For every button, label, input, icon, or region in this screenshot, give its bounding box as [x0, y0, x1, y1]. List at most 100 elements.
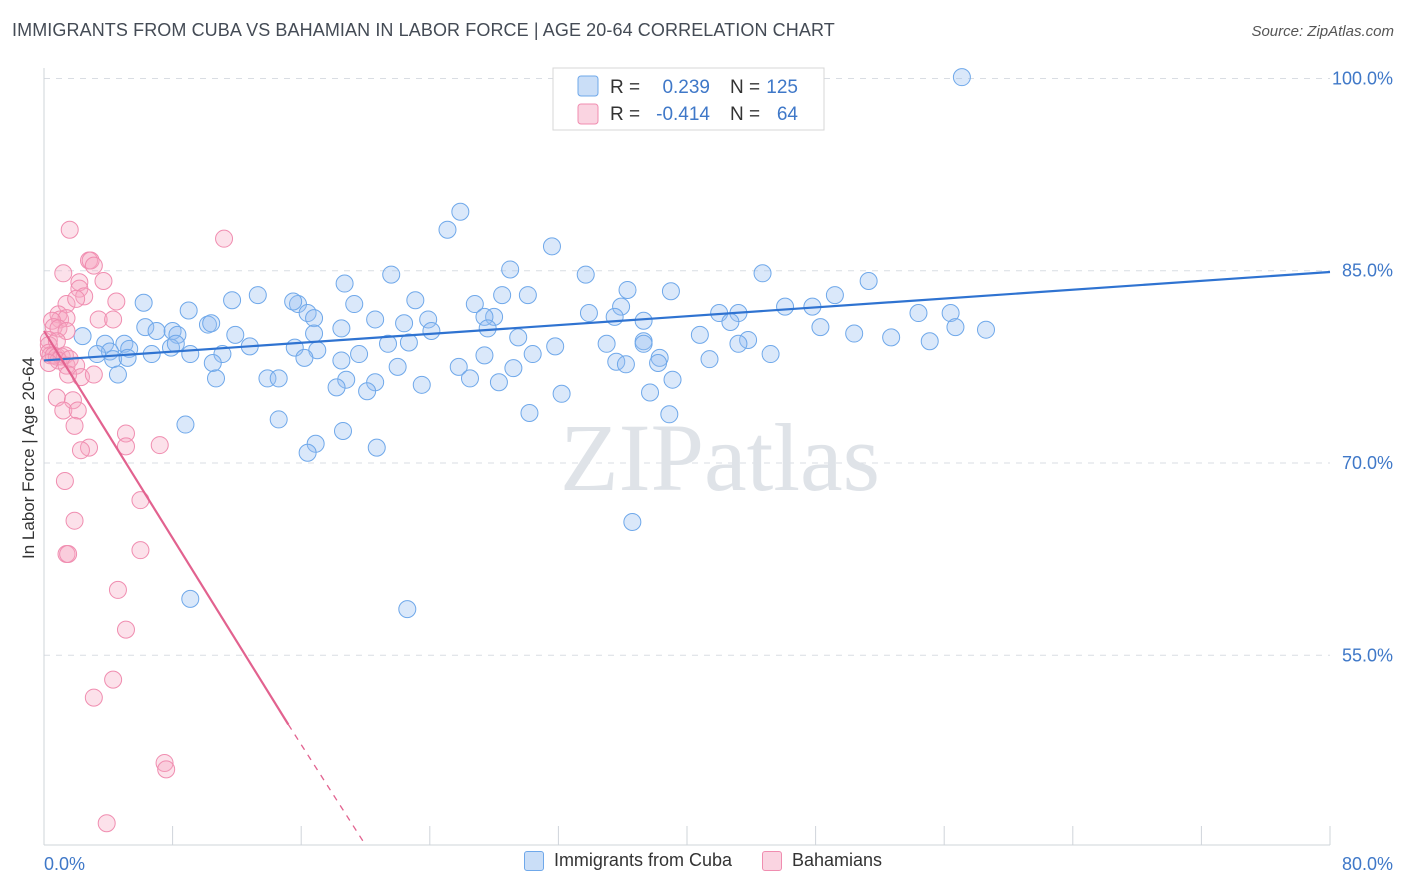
point-cuba-110: [327, 378, 346, 397]
point-cuba-23: [612, 297, 631, 316]
point-cuba-0: [952, 68, 971, 87]
point-cuba-43: [721, 313, 740, 332]
point-bahamians-57: [104, 670, 123, 689]
series-legend: Immigrants from Cuba Bahamians: [0, 850, 1406, 871]
series-bahamians-points: [39, 220, 234, 833]
point-bahamians-33: [39, 354, 58, 373]
point-cuba-115: [660, 405, 679, 424]
y-tick-label-1: 85.0%: [1342, 261, 1393, 281]
point-cuba-40: [395, 314, 414, 333]
point-cuba-2: [438, 220, 457, 239]
point-cuba-109: [663, 370, 682, 389]
point-cuba-12: [493, 286, 512, 305]
point-cuba-92: [203, 354, 222, 373]
point-cuba-34: [909, 304, 928, 323]
point-cuba-29: [485, 307, 504, 326]
legend-n-value-cuba: 125: [766, 77, 798, 98]
point-bahamians-51: [65, 511, 84, 530]
source-credit: Source: ZipAtlas.com: [1251, 23, 1394, 40]
point-cuba-99: [649, 354, 668, 373]
point-cuba-55: [478, 319, 497, 338]
watermark: ZIPatlas: [560, 404, 880, 511]
legend-r-value-bahamians: -0.414: [656, 104, 710, 125]
point-cuba-80: [181, 345, 200, 364]
point-bahamians-41: [54, 401, 73, 420]
point-bahamians-5: [54, 264, 73, 283]
point-bahamians-59: [155, 753, 174, 772]
point-cuba-113: [641, 383, 660, 402]
point-cuba-54: [422, 321, 441, 340]
point-cuba-103: [269, 369, 288, 388]
point-cuba-39: [366, 310, 385, 329]
point-cuba-17: [134, 293, 153, 312]
legend-r-label-cuba: R =: [610, 77, 640, 98]
x-tick-labels: 0.0% 80.0%: [44, 854, 1393, 874]
point-cuba-53: [332, 319, 351, 338]
point-cuba-111: [358, 382, 377, 401]
point-cuba-71: [379, 334, 398, 353]
point-cuba-114: [520, 404, 539, 423]
point-cuba-73: [546, 337, 565, 356]
point-cuba-28: [579, 304, 598, 323]
point-cuba-87: [700, 350, 719, 369]
point-cuba-81: [213, 345, 232, 364]
legend-item-cuba[interactable]: Immigrants from Cuba: [523, 850, 732, 871]
point-cuba-118: [333, 421, 352, 440]
legend-item-bahamians[interactable]: Bahamians: [762, 850, 882, 871]
chart-title: IMMIGRANTS FROM CUBA VS BAHAMIAN IN LABO…: [12, 20, 835, 40]
point-bahamians-58: [84, 688, 103, 707]
point-cuba-78: [120, 339, 139, 358]
point-cuba-1: [451, 202, 470, 221]
point-cuba-9: [335, 274, 354, 293]
point-cuba-20: [345, 295, 364, 314]
legend-swatch-cuba-bottom: [523, 850, 544, 871]
point-cuba-67: [166, 334, 185, 353]
point-cuba-93: [332, 351, 351, 370]
point-cuba-122: [623, 512, 642, 531]
point-cuba-89: [88, 345, 107, 364]
point-bahamians-0: [60, 220, 79, 239]
point-bahamians-47: [71, 441, 90, 460]
point-bahamians-12: [107, 292, 126, 311]
point-bahamians-6: [94, 271, 113, 290]
trend-lines: [43, 270, 1331, 846]
point-cuba-82: [295, 348, 314, 367]
point-cuba-62: [920, 332, 939, 351]
point-bahamians-45: [150, 436, 169, 455]
point-cuba-31: [605, 307, 624, 326]
point-cuba-46: [976, 320, 995, 339]
trend-line-bahamians-extrapolated: [287, 724, 367, 846]
stats-legend: R = 0.239 N = 125 R = -0.414 N = 64: [552, 67, 825, 131]
point-cuba-76: [729, 334, 748, 353]
point-cuba-84: [475, 346, 494, 365]
point-bahamians-17: [104, 310, 123, 329]
point-bahamians-4: [84, 256, 103, 275]
x-tick-label-0: 0.0%: [44, 854, 85, 874]
y-tick-label-3: 55.0%: [1342, 645, 1393, 665]
point-cuba-75: [634, 334, 653, 353]
point-bahamians-52: [131, 541, 150, 560]
point-bahamians-61: [97, 814, 116, 833]
point-cuba-56: [509, 328, 528, 347]
point-cuba-51: [226, 325, 245, 344]
point-bahamians-43: [65, 416, 84, 435]
point-cuba-22: [406, 291, 425, 310]
point-cuba-30: [475, 307, 494, 326]
trend-line-cuba: [43, 270, 1331, 362]
legend-r-value-cuba: 0.239: [662, 77, 710, 98]
point-cuba-47: [136, 318, 155, 337]
point-cuba-18: [288, 295, 307, 314]
point-cuba-96: [504, 359, 523, 378]
point-cuba-59: [739, 330, 758, 349]
y-tick-label-2: 70.0%: [1342, 453, 1393, 473]
point-cuba-61: [882, 328, 901, 347]
point-cuba-38: [305, 309, 324, 328]
point-cuba-121: [367, 438, 386, 457]
point-cuba-95: [449, 357, 468, 376]
y-tick-label-0: 100.0%: [1332, 68, 1393, 88]
point-cuba-26: [179, 301, 198, 320]
legend-label-cuba: Immigrants from Cuba: [553, 850, 732, 870]
point-cuba-44: [811, 318, 830, 337]
point-bahamians-42: [68, 401, 87, 420]
point-cuba-63: [73, 327, 92, 346]
